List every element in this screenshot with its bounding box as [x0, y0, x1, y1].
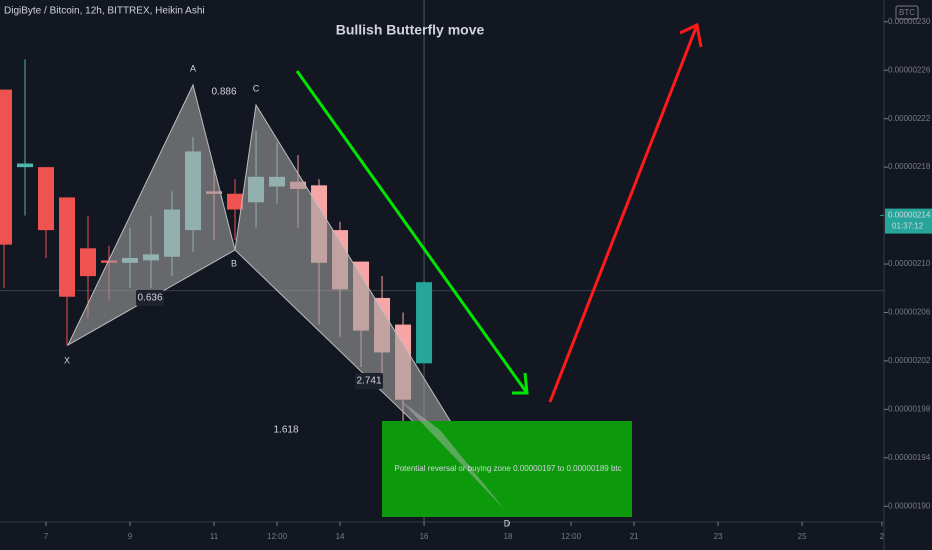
pattern-label: D [504, 518, 511, 528]
candle-body [80, 248, 97, 277]
candle-body [37, 167, 54, 231]
candle-body [16, 163, 33, 168]
ratio-label-box [355, 373, 383, 389]
x-tick-label: 21 [630, 532, 639, 541]
y-tick-label: 0.00000206 [888, 308, 931, 317]
y-tick-label: 0.00000222 [888, 114, 931, 123]
pattern-label: X [64, 355, 70, 365]
y-tick-label: 0.00000230 [888, 17, 931, 26]
countdown-label: 01:37:12 [892, 222, 924, 231]
green-arrow [295, 70, 529, 394]
zone-text: Potential reversal or buying zone 0.0000… [394, 464, 621, 473]
currency-label: BTC [899, 8, 915, 17]
candle-body [227, 193, 244, 210]
x-tick-label: 25 [798, 532, 807, 541]
y-tick-label: 0.00000218 [888, 162, 931, 171]
reversal-zone [382, 421, 632, 517]
ratio-label-box [136, 290, 164, 306]
pattern-label: C [253, 83, 260, 93]
y-tick-label: 0.00000190 [888, 501, 931, 510]
chart-title: Bullish Butterfly move [336, 22, 485, 38]
candle-body [58, 197, 75, 297]
x-tick-label: 12:00 [561, 532, 582, 541]
price-label-box [885, 208, 932, 234]
pattern-label: 0.636 [137, 293, 162, 304]
pattern-label: A [190, 63, 196, 73]
x-tick-label: 11 [210, 532, 219, 541]
pattern-label: 0.886 [211, 87, 236, 98]
y-tick-label: 0.00000210 [888, 259, 931, 268]
x-tick-label: 23 [714, 532, 723, 541]
red-arrow-head [679, 22, 703, 48]
pattern-label: 2.741 [356, 376, 381, 387]
y-tick-label: 0.00000226 [888, 65, 931, 74]
y-tick-label: 0.00000194 [888, 453, 931, 462]
x-tick-label: 12:00 [267, 532, 288, 541]
x-tick-label: 7 [44, 532, 49, 541]
candle-body [0, 89, 12, 245]
symbol-header: DigiByte / Bitcoin, 12h, BITTREX, Heikin… [4, 6, 205, 17]
x-tick-label: 9 [128, 532, 133, 541]
pattern-overlap [400, 400, 505, 510]
y-tick-label: 0.00000202 [888, 356, 931, 365]
x-tick-label: 18 [504, 532, 513, 541]
x-tick-label: 16 [420, 532, 429, 541]
x-tick-label: 14 [336, 532, 345, 541]
x-tick-label: 2 [880, 532, 885, 541]
pattern-label: B [231, 258, 237, 268]
price-label: 0.00000214 [888, 211, 931, 220]
pattern-label: 1.618 [273, 425, 298, 436]
red-arrow [548, 24, 699, 403]
y-tick-label: 0.00000198 [888, 404, 931, 413]
candle-body [416, 282, 433, 364]
green-arrow-head [512, 372, 529, 395]
currency-badge [895, 5, 919, 20]
